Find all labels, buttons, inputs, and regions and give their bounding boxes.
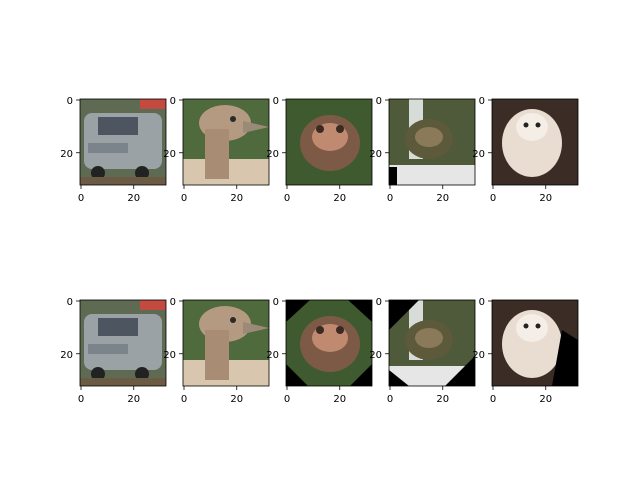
panel-original-row-1: 0 20 0 20: [60, 96, 167, 204]
panel-original-row-3: 0 20 0 20: [266, 96, 373, 204]
y-tick-label: 0: [273, 297, 279, 308]
axes-frame: [79, 299, 167, 387]
axes-frame: [285, 98, 373, 186]
y-tick-label: 0: [67, 297, 73, 308]
x-tick-label: 20: [127, 193, 140, 204]
x-tick-label: 0: [284, 193, 290, 204]
x-tick-label: 0: [387, 193, 393, 204]
panel-original-row-5: 0 20 0 20: [472, 96, 579, 204]
panel-augmented-row-2: 0 20 0 20: [163, 297, 270, 405]
panel-augmented-row-5: 0 20 0 20: [472, 297, 579, 405]
y-tick-label: 20: [163, 149, 176, 160]
x-tick-label: 0: [490, 193, 496, 204]
axes-frame: [388, 299, 476, 387]
y-tick-label: 20: [369, 149, 382, 160]
axes-frame: [491, 98, 579, 186]
x-tick-label: 20: [539, 394, 552, 405]
x-tick-label: 0: [78, 193, 84, 204]
y-tick-label: 20: [266, 149, 279, 160]
y-tick-label: 20: [472, 149, 485, 160]
y-tick-label: 0: [479, 297, 485, 308]
axes-frame: [285, 299, 373, 387]
panel-augmented-row-1: 0 20 0 20: [60, 297, 167, 405]
y-tick-label: 0: [273, 96, 279, 107]
y-tick-label: 0: [376, 96, 382, 107]
y-tick-label: 20: [472, 350, 485, 361]
y-tick-label: 20: [60, 350, 73, 361]
axes-frame: [491, 299, 579, 387]
axes-frame: [182, 299, 270, 387]
panel-original-row-4: 0 20 0 20: [369, 96, 476, 204]
x-tick-label: 0: [284, 394, 290, 405]
y-tick-label: 0: [479, 96, 485, 107]
axes-frame: [182, 98, 270, 186]
panel-original-row-2: 0 20 0 20: [163, 96, 270, 204]
x-tick-label: 20: [230, 193, 243, 204]
x-tick-label: 20: [333, 193, 346, 204]
axes-frame: [388, 98, 476, 186]
y-tick-label: 0: [170, 297, 176, 308]
x-tick-label: 20: [436, 394, 449, 405]
x-tick-label: 20: [127, 394, 140, 405]
y-tick-label: 20: [60, 149, 73, 160]
x-tick-label: 0: [490, 394, 496, 405]
x-tick-label: 0: [181, 193, 187, 204]
x-tick-label: 0: [181, 394, 187, 405]
y-tick-label: 20: [369, 350, 382, 361]
y-tick-label: 20: [266, 350, 279, 361]
y-tick-label: 0: [376, 297, 382, 308]
panel-augmented-row-3: 0 20 0 20: [266, 297, 373, 405]
x-tick-label: 0: [387, 394, 393, 405]
x-tick-label: 20: [230, 394, 243, 405]
panel-augmented-row-4: 0 20 0 20: [369, 297, 476, 405]
y-tick-label: 0: [67, 96, 73, 107]
x-tick-label: 20: [333, 394, 346, 405]
x-tick-label: 20: [539, 193, 552, 204]
x-tick-label: 20: [436, 193, 449, 204]
x-tick-label: 0: [78, 394, 84, 405]
y-tick-label: 20: [163, 350, 176, 361]
axes-frame: [79, 98, 167, 186]
y-tick-label: 0: [170, 96, 176, 107]
